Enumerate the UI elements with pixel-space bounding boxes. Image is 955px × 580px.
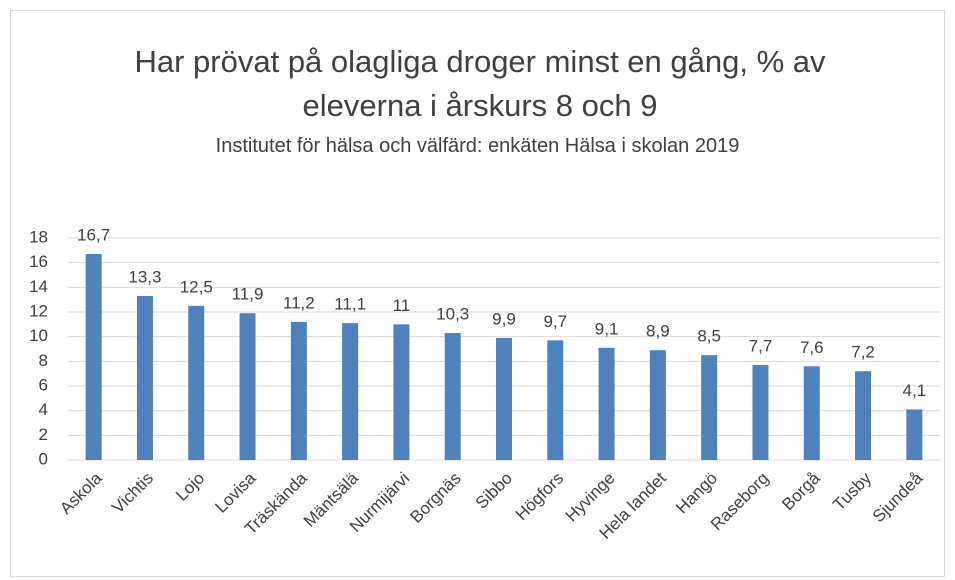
bar (444, 332, 461, 460)
data-label: 13,3 (128, 267, 161, 286)
data-label: 9,1 (595, 319, 619, 338)
data-label: 11,1 (334, 295, 366, 314)
bar (290, 321, 307, 460)
bar (598, 347, 615, 460)
data-label: 10,3 (436, 304, 469, 323)
data-label: 9,9 (492, 309, 516, 328)
y-tick-label: 18 (29, 227, 48, 246)
bar (393, 324, 410, 460)
data-label: 12,5 (180, 277, 213, 296)
data-label: 8,5 (697, 327, 721, 346)
y-tick-label: 0 (39, 449, 48, 468)
bar (188, 305, 205, 460)
data-label: 8,9 (646, 322, 670, 341)
bar (496, 337, 512, 460)
bar (342, 323, 359, 460)
bar (906, 409, 923, 460)
bar (752, 365, 769, 460)
y-tick-label: 6 (39, 375, 48, 394)
bar (855, 371, 872, 460)
chart-title: Har prövat på olagliga droger minst en g… (134, 44, 826, 123)
chart-subtitle: Institutet för hälsa och välfärd: enkäte… (215, 135, 740, 157)
bar (803, 366, 820, 460)
y-tick-label: 2 (39, 425, 48, 444)
bar (547, 340, 564, 460)
data-label: 11,9 (232, 285, 264, 304)
y-tick-label: 16 (29, 252, 48, 271)
chart-border (10, 10, 945, 577)
y-tick-label: 14 (29, 277, 48, 296)
data-label: 7,2 (851, 343, 875, 362)
y-tick-label: 10 (29, 326, 48, 345)
bar (701, 355, 718, 460)
data-label: 7,6 (800, 338, 824, 357)
bar (136, 295, 153, 460)
bar (239, 313, 256, 460)
data-label: 16,7 (77, 226, 110, 245)
data-label: 9,7 (543, 312, 567, 331)
data-label: 11 (393, 296, 411, 315)
bar (649, 350, 666, 460)
data-label: 7,7 (749, 337, 773, 356)
data-label: 11,2 (283, 293, 315, 312)
y-tick-label: 8 (39, 351, 48, 370)
data-label: 4,1 (903, 381, 927, 400)
bar (85, 254, 102, 460)
y-tick-label: 4 (39, 400, 48, 419)
y-tick-label: 12 (29, 301, 48, 320)
